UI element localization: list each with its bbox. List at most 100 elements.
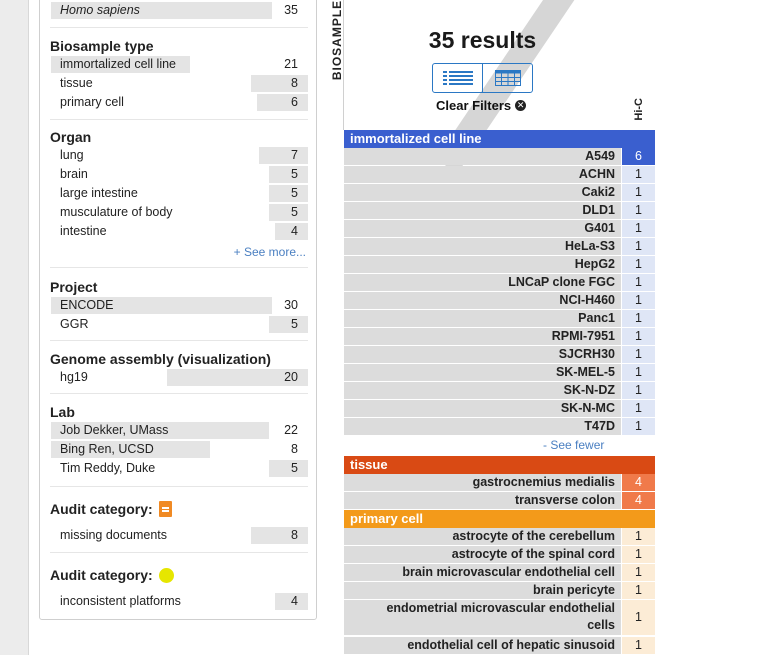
matrix-row[interactable]: DLD1 1 xyxy=(344,202,655,220)
close-circle-icon: ✕ xyxy=(515,100,527,111)
facet-title: Project xyxy=(50,279,98,295)
cell-count[interactable]: 1 xyxy=(622,274,655,291)
matrix-row[interactable]: transverse colon 4 xyxy=(344,492,655,510)
matrix-row[interactable]: ACHN 1 xyxy=(344,166,655,184)
facet-term[interactable]: large intestine 5 xyxy=(51,184,308,203)
cell-count[interactable]: 4 xyxy=(622,474,655,491)
matrix-row[interactable]: T47D 1 xyxy=(344,418,655,436)
facet-term[interactable]: ENCODE 30 xyxy=(51,296,308,315)
facet-term[interactable]: GGR 5 xyxy=(51,315,308,334)
cell-count[interactable]: 1 xyxy=(622,310,655,327)
term-count: 21 xyxy=(284,57,298,71)
cell-count[interactable]: 1 xyxy=(622,166,655,183)
facet-term[interactable]: musculature of body 5 xyxy=(51,203,308,222)
facet-term[interactable]: Tim Reddy, Duke 5 xyxy=(51,459,308,478)
document-icon xyxy=(158,501,172,517)
matrix-row[interactable]: Caki2 1 xyxy=(344,184,655,202)
cell-count[interactable]: 1 xyxy=(622,582,655,599)
facet-term[interactable]: intestine 4 xyxy=(51,222,308,241)
cell-count[interactable]: 1 xyxy=(622,220,655,237)
term-label: missing documents xyxy=(60,528,167,542)
facet-term[interactable]: hg19 20 xyxy=(51,368,308,387)
facet-term[interactable]: lung 7 xyxy=(51,146,308,165)
group-header[interactable]: immortalized cell line xyxy=(344,130,655,148)
cell-count[interactable]: 1 xyxy=(622,238,655,255)
column-header-hic[interactable]: Hi-C xyxy=(633,75,645,121)
term-bar xyxy=(166,369,308,386)
group-header[interactable]: tissue xyxy=(344,456,655,474)
matrix-row[interactable]: RPMI-7951 1 xyxy=(344,328,655,346)
matrix-row[interactable]: SK-N-DZ 1 xyxy=(344,382,655,400)
term-label: hg19 xyxy=(60,370,88,384)
cell-count[interactable]: 1 xyxy=(622,346,655,363)
see-fewer-link[interactable]: - See fewer xyxy=(543,438,605,452)
cell-count[interactable]: 1 xyxy=(622,382,655,399)
cell-count[interactable]: 1 xyxy=(622,202,655,219)
cell-count[interactable]: 1 xyxy=(622,292,655,309)
matrix-row[interactable]: Panc1 1 xyxy=(344,310,655,328)
term-bar xyxy=(274,223,308,240)
matrix-row[interactable]: endometrial microvascular endothelial cel… xyxy=(344,600,655,636)
cell-count[interactable]: 4 xyxy=(622,492,655,509)
cell-count[interactable]: 1 xyxy=(622,400,655,417)
row-label: SK-MEL-5 xyxy=(344,364,621,381)
row-label-line: endometrial microvascular endothelial xyxy=(386,601,615,615)
matrix-row[interactable]: A549 6 xyxy=(344,148,655,166)
facet-term[interactable]: Bing Ren, UCSD 8 xyxy=(51,440,308,459)
results-count: 35 results xyxy=(428,27,537,53)
matrix-row[interactable]: HepG2 1 xyxy=(344,256,655,274)
see-more-link[interactable]: + See more... xyxy=(233,245,306,259)
facet-term[interactable]: brain 5 xyxy=(51,165,308,184)
matrix-view-button[interactable] xyxy=(482,64,532,92)
view-toggle xyxy=(432,63,533,93)
matrix-row[interactable]: NCI-H460 1 xyxy=(344,292,655,310)
term-bar xyxy=(51,2,273,19)
facet-title: Organ xyxy=(50,129,92,145)
matrix-row[interactable]: astrocyte of the cerebellum 1 xyxy=(344,528,655,546)
cell-count[interactable]: 1 xyxy=(622,256,655,273)
matrix-row[interactable]: brain microvascular endothelial cell 1 xyxy=(344,564,655,582)
matrix-row[interactable]: brain pericyte 1 xyxy=(344,582,655,600)
cell-count[interactable]: 1 xyxy=(622,564,655,581)
facet-term[interactable]: Job Dekker, UMass 22 xyxy=(51,421,308,440)
clear-filters-button[interactable]: Clear Filters ✕ xyxy=(436,98,527,113)
matrix-row[interactable]: endothelial cell of hepatic sinusoid 1 xyxy=(344,637,655,655)
cell-count[interactable]: 1 xyxy=(622,364,655,381)
term-label: Homo sapiens xyxy=(60,3,140,17)
term-label: intestine xyxy=(60,224,107,238)
term-bar xyxy=(256,94,308,111)
term-label: GGR xyxy=(60,317,89,331)
cell-count[interactable]: 1 xyxy=(622,184,655,201)
row-label: Caki2 xyxy=(344,184,621,201)
group-header[interactable]: primary cell xyxy=(344,510,655,528)
matrix-row[interactable]: LNCaP clone FGC 1 xyxy=(344,274,655,292)
matrix-row[interactable]: SJCRH30 1 xyxy=(344,346,655,364)
cell-count[interactable]: 6 xyxy=(622,148,655,165)
term-label: immortalized cell line xyxy=(60,57,177,71)
term-count: 5 xyxy=(291,186,298,200)
term-count: 5 xyxy=(291,205,298,219)
facet-term[interactable]: immortalized cell line 21 xyxy=(51,55,308,74)
cell-count[interactable]: 1 xyxy=(622,600,655,635)
matrix-row[interactable]: SK-N-MC 1 xyxy=(344,400,655,418)
cell-count[interactable]: 1 xyxy=(622,528,655,545)
cell-count[interactable]: 1 xyxy=(622,418,655,435)
row-label: LNCaP clone FGC xyxy=(344,274,621,291)
list-view-button[interactable] xyxy=(433,64,482,92)
biosample-axis-label: BIOSAMPLE xyxy=(329,0,345,80)
matrix-row[interactable]: astrocyte of the spinal cord 1 xyxy=(344,546,655,564)
facet-term[interactable]: tissue 8 xyxy=(51,74,308,93)
cell-count[interactable]: 1 xyxy=(622,637,655,654)
facet-term[interactable]: primary cell 6 xyxy=(51,93,308,112)
term-label: Job Dekker, UMass xyxy=(60,423,169,437)
row-label: A549 xyxy=(344,148,621,165)
facet-term[interactable]: inconsistent platforms 4 xyxy=(51,592,308,611)
facet-term[interactable]: Homo sapiens 35 xyxy=(51,1,308,20)
matrix-row[interactable]: G401 1 xyxy=(344,220,655,238)
matrix-row[interactable]: SK-MEL-5 1 xyxy=(344,364,655,382)
matrix-row[interactable]: gastrocnemius medialis 4 xyxy=(344,474,655,492)
facet-term[interactable]: missing documents 8 xyxy=(51,526,308,545)
cell-count[interactable]: 1 xyxy=(622,328,655,345)
cell-count[interactable]: 1 xyxy=(622,546,655,563)
matrix-row[interactable]: HeLa-S3 1 xyxy=(344,238,655,256)
